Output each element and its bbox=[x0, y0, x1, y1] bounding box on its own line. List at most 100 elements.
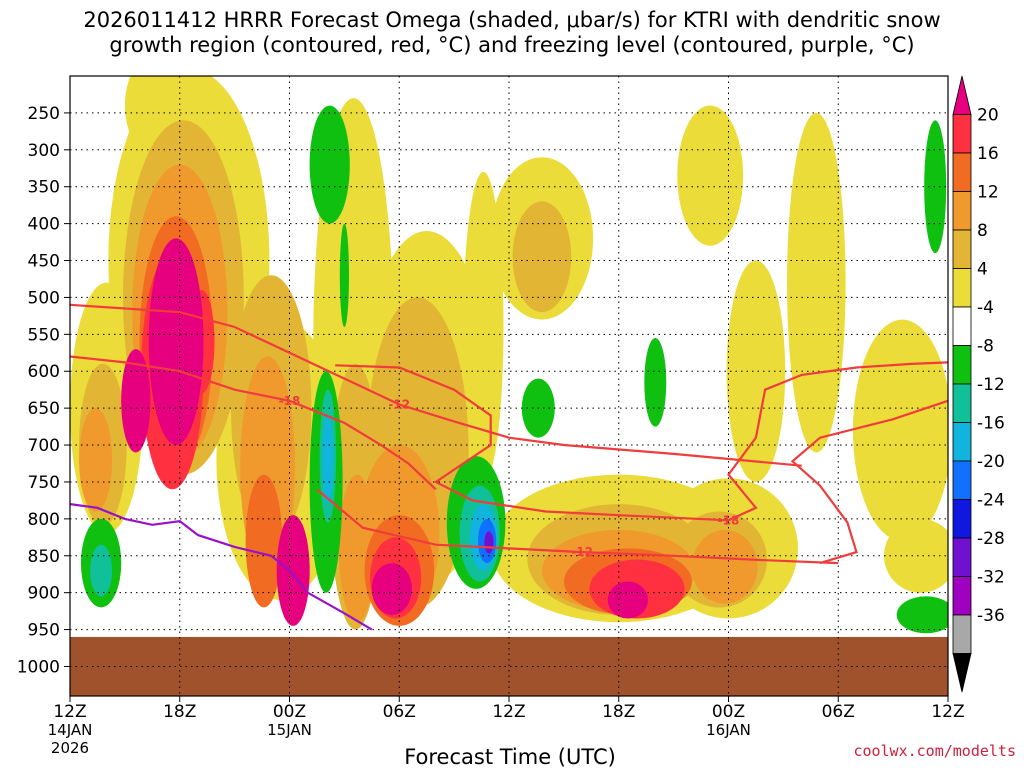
y-tick-label-450: 450 bbox=[28, 252, 60, 272]
omega-region-g4 bbox=[644, 338, 667, 427]
colorbar-label-3: 8 bbox=[977, 221, 988, 241]
y-tick-label-900: 900 bbox=[28, 584, 60, 604]
x-tick-label-12: 00Z bbox=[273, 702, 306, 722]
chart-title-line-2: growth region (contoured, red, °C) and f… bbox=[109, 33, 914, 57]
omega-region-g4 bbox=[339, 223, 349, 327]
omega-region-y4 bbox=[884, 518, 948, 593]
colorbar-swatch-2 bbox=[952, 152, 972, 192]
colorbar-label-1: 16 bbox=[977, 144, 999, 164]
y-tick-label-500: 500 bbox=[28, 288, 60, 308]
dgz-contour-1 bbox=[70, 355, 437, 491]
y-tick-label-950: 950 bbox=[28, 621, 60, 641]
y-tick-label-750: 750 bbox=[28, 473, 60, 493]
omega-region-y24 bbox=[148, 238, 204, 445]
dgz-contour-label-1: -18 bbox=[279, 394, 301, 408]
omega-region-y8 bbox=[512, 201, 572, 313]
x-tick-label-24: 12Z bbox=[492, 702, 525, 722]
colorbar-swatch-8 bbox=[952, 383, 972, 423]
omega-region-y4 bbox=[787, 112, 846, 453]
colorbar-label-6: -8 bbox=[977, 337, 994, 357]
colorbar-label-12: -32 bbox=[977, 568, 1005, 588]
colorbar-label-8: -16 bbox=[977, 414, 1005, 434]
omega-region-g4 bbox=[309, 105, 350, 224]
y-tick-label-650: 650 bbox=[28, 399, 60, 419]
dgz-contour-label-2: -12 bbox=[571, 545, 593, 559]
colorbar-label-10: -24 bbox=[977, 491, 1005, 511]
x-tick-label-42: 06Z bbox=[822, 702, 855, 722]
chart-title-line-1: 2026011412 HRRR Forecast Omega (shaded, … bbox=[83, 8, 940, 32]
colorbar-swatch-4 bbox=[952, 229, 972, 269]
y-tick-label-700: 700 bbox=[28, 436, 60, 456]
y-tick-label-800: 800 bbox=[28, 510, 60, 530]
colorbar-label-5: -4 bbox=[977, 298, 994, 318]
dgz-contour-4 bbox=[790, 399, 948, 565]
omega-region-y4 bbox=[677, 105, 744, 246]
omega-region-y24 bbox=[371, 563, 412, 615]
colorbar-cap-bottom bbox=[952, 653, 972, 693]
omega-region-g4 bbox=[924, 120, 947, 254]
omega-shading-layer bbox=[70, 76, 948, 696]
omega-region-g12 bbox=[322, 415, 334, 505]
x-tick-label-36: 00Z bbox=[712, 702, 745, 722]
omega-region-y12 bbox=[79, 408, 113, 512]
y-tick-label-300: 300 bbox=[28, 141, 60, 161]
x-tick-label-48: 12Z bbox=[931, 702, 964, 722]
omega-region-y24 bbox=[607, 581, 649, 619]
y-tick-label-550: 550 bbox=[28, 325, 60, 345]
y-tick-label-400: 400 bbox=[28, 215, 60, 235]
colorbar-label-2: 12 bbox=[977, 183, 999, 203]
y-tick-label-250: 250 bbox=[28, 104, 60, 124]
colorbar-swatch-1 bbox=[952, 114, 972, 154]
dgz-contour-2 bbox=[316, 488, 839, 565]
colorbar-label-7: -12 bbox=[977, 375, 1005, 395]
omega-region-y24 bbox=[276, 515, 310, 626]
colorbar-label-9: -20 bbox=[977, 452, 1005, 472]
y-tick-label-600: 600 bbox=[28, 362, 60, 382]
colorbar-swatch-6 bbox=[952, 306, 972, 346]
colorbar-swatch-7 bbox=[952, 345, 972, 385]
contour-layer: -12 -18 -12 -18 bbox=[70, 303, 948, 631]
colorbar-swatch-13 bbox=[952, 576, 972, 616]
x-tick-label-18: 06Z bbox=[383, 702, 416, 722]
colorbar-swatch-14 bbox=[952, 614, 972, 654]
colorbar-label-0: 20 bbox=[977, 106, 999, 126]
omega-region-g24 bbox=[484, 531, 494, 554]
dgz-contour-0 bbox=[70, 303, 802, 467]
x-year-label-0: 2026 bbox=[51, 739, 89, 757]
colorbar-swatch-5 bbox=[952, 268, 972, 308]
y-axis: 250 300 350 400 450 500 550 600 650 700 750 800 850 9… bbox=[17, 104, 70, 677]
omega-region-g8 bbox=[90, 544, 113, 597]
freezing-level-contour bbox=[70, 503, 373, 631]
colorbar-swatch-9 bbox=[952, 422, 972, 462]
omega-region-y16 bbox=[245, 474, 283, 608]
colorbar-label-4: 4 bbox=[977, 260, 988, 280]
omega-region-g4 bbox=[896, 596, 948, 634]
x-date-label-36: 16JAN bbox=[706, 721, 751, 739]
colorbar-label-11: -28 bbox=[977, 529, 1005, 549]
colorbar-swatch-11 bbox=[952, 499, 972, 539]
x-axis-title: Forecast Time (UTC) bbox=[404, 745, 616, 768]
x-tick-label-0: 12Z bbox=[53, 702, 86, 722]
colorbar: 20 16 12 8 4 -4 -8 -12 -16 -20 -24 -28 -32 -36 bbox=[952, 75, 1005, 693]
y-tick-label-1000: 1000 bbox=[17, 657, 60, 677]
omega-region-y4 bbox=[726, 260, 786, 482]
colorbar-cap-top bbox=[952, 75, 972, 115]
x-tick-label-30: 18Z bbox=[602, 702, 635, 722]
dgz-contour-label-3: -18 bbox=[718, 513, 740, 527]
dgz-contour-3 bbox=[335, 361, 948, 522]
omega-region-y12 bbox=[691, 529, 758, 604]
dgz-contour-label-0: -12 bbox=[388, 397, 410, 411]
credit-link[interactable]: coolwx.com/modelts bbox=[853, 742, 1016, 760]
gridlines bbox=[70, 76, 948, 696]
colorbar-swatch-10 bbox=[952, 460, 972, 500]
omega-region-y24 bbox=[121, 349, 151, 453]
y-tick-label-850: 850 bbox=[28, 547, 60, 567]
y-tick-label-350: 350 bbox=[28, 178, 60, 198]
x-date-label-12: 15JAN bbox=[267, 721, 312, 739]
omega-region-y4 bbox=[852, 319, 948, 541]
colorbar-label-13: -36 bbox=[977, 606, 1005, 626]
colorbar-swatch-3 bbox=[952, 191, 972, 231]
x-date-label-0: 14JAN bbox=[48, 721, 93, 739]
